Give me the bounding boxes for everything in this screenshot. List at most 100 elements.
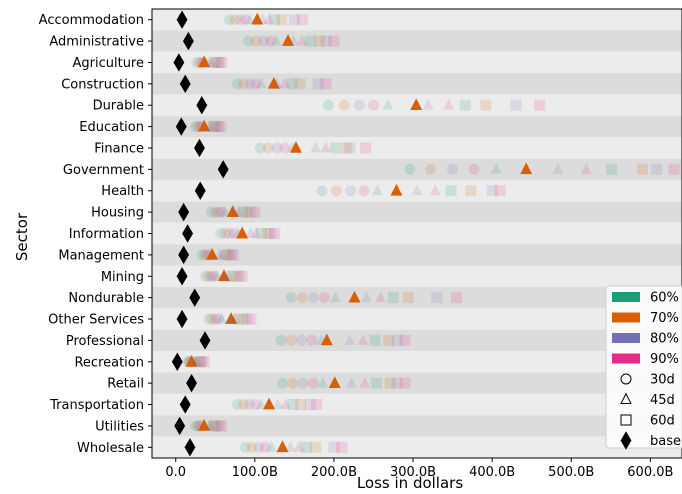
point-durable-60-60d [459, 99, 471, 111]
point-other-services-80-45d [225, 312, 237, 324]
point-professional-90-45d [357, 334, 369, 345]
point-durable-70-45d [410, 98, 423, 111]
point-wholesale-80-30d [253, 441, 265, 453]
row-band-professional [152, 329, 682, 352]
row-band-health [152, 180, 682, 202]
point-health-60-45d [371, 184, 383, 196]
y-tick-label: Other Services [48, 313, 144, 328]
point-wholesale-80-60d [328, 441, 340, 453]
point-durable-60-30d [322, 99, 334, 111]
legend-marker-30d [620, 373, 632, 385]
point-other-services-90-45d [229, 312, 241, 324]
baseline-point-utilities [174, 416, 186, 436]
point-construction-90-60d [320, 78, 332, 90]
point-administrative-80-60d [320, 35, 332, 47]
row-band-information [152, 222, 682, 245]
point-administrative-60-60d [304, 35, 316, 47]
legend-label: 70% [650, 311, 679, 326]
point-recreation-90-60d [198, 356, 210, 368]
point-agriculture-80-45d [204, 56, 216, 67]
point-education-70-45d [198, 119, 211, 132]
point-recreation-60-60d [193, 356, 205, 368]
point-nondurable-80-60d [431, 292, 443, 304]
row-band-nondurable [152, 286, 682, 309]
point-construction-70-45d [267, 76, 280, 89]
point-utilities-60-60d [208, 420, 220, 432]
point-durable-80-60d [510, 99, 522, 111]
point-management-70-45d [206, 247, 219, 260]
point-retail-70-30d [287, 377, 299, 389]
point-agriculture-80-60d [213, 56, 225, 68]
point-wholesale-60-45d [265, 440, 277, 452]
row-band-education [152, 115, 682, 138]
point-housing-70-30d [209, 206, 221, 218]
point-administrative-60-45d [270, 34, 282, 46]
point-information-90-30d [228, 228, 240, 239]
point-construction-60-45d [255, 77, 267, 89]
point-professional-60-60d [369, 334, 381, 346]
point-construction-80-60d [312, 78, 324, 90]
baseline-point-health [194, 181, 206, 200]
data-points [171, 10, 680, 457]
point-finance-80-45d [310, 141, 322, 153]
point-retail-90-30d [307, 377, 319, 389]
row-bands [152, 9, 682, 458]
point-administrative-70-60d [314, 35, 326, 47]
y-tick-label: Wholesale [77, 441, 144, 456]
point-wholesale-80-45d [284, 440, 296, 452]
point-health-80-45d [411, 184, 423, 196]
point-management-80-60d [225, 249, 237, 261]
legend-swatch-90 [612, 353, 640, 364]
point-finance-60-60d [330, 142, 342, 154]
point-nondurable-60-60d [387, 292, 399, 304]
x-tick-label: 200.0B [311, 465, 357, 480]
point-transportation-70-45d [263, 397, 276, 410]
point-government-80-30d [447, 163, 459, 175]
point-mining-90-30d [208, 270, 220, 282]
x-axis-title: Loss in dollars [357, 474, 464, 492]
point-transportation-80-30d [243, 399, 255, 411]
point-professional-70-45d [320, 333, 333, 346]
x-tick-label: 400.0B [469, 465, 515, 480]
y-tick-label: Durable [93, 99, 144, 114]
point-information-60-60d [255, 228, 267, 239]
baseline-point-other-services [176, 309, 188, 329]
point-mining-70-60d [230, 270, 242, 282]
y-axis-title: Sector [13, 212, 31, 261]
point-nondurable-60-30d [285, 292, 297, 304]
point-transportation-80-60d [304, 399, 316, 411]
point-government-80-45d [552, 163, 564, 174]
point-other-services-70-60d [237, 313, 249, 325]
point-information-60-30d [215, 228, 227, 239]
y-tick-label: Construction [61, 77, 144, 92]
point-recreation-70-60d [194, 356, 206, 368]
point-professional-60-30d [275, 334, 287, 346]
x-tick-label: 500.0B [548, 465, 594, 480]
y-tick-label: Education [79, 120, 144, 135]
point-agriculture-70-45d [198, 55, 211, 68]
x-tick-label: 0.0 [165, 465, 186, 480]
point-nondurable-90-30d [318, 292, 330, 304]
point-transportation-60-45d [255, 398, 267, 409]
point-education-60-30d [190, 121, 202, 133]
point-retail-70-45d [328, 376, 341, 388]
point-administrative-70-45d [282, 34, 295, 46]
point-information-70-45d [236, 226, 249, 239]
point-accommodation-90-45d [263, 13, 275, 25]
y-tick-label: Health [101, 184, 144, 199]
y-tick-label: Government [63, 163, 144, 178]
point-accommodation-70-30d [229, 14, 241, 26]
point-retail-60-30d [277, 377, 289, 389]
y-tick-label: Accommodation [39, 13, 144, 28]
point-mining-70-45d [217, 269, 230, 282]
point-health-70-30d [330, 185, 342, 197]
point-housing-80-30d [212, 206, 224, 218]
point-professional-90-60d [399, 334, 411, 346]
point-finance-90-30d [279, 142, 291, 154]
y-tick-label: Housing [91, 206, 144, 221]
point-administrative-80-30d [258, 35, 270, 47]
point-nondurable-90-45d [375, 291, 387, 303]
baseline-point-nondurable [189, 288, 201, 307]
point-education-60-60d [208, 121, 220, 133]
point-accommodation-60-30d [224, 14, 236, 26]
